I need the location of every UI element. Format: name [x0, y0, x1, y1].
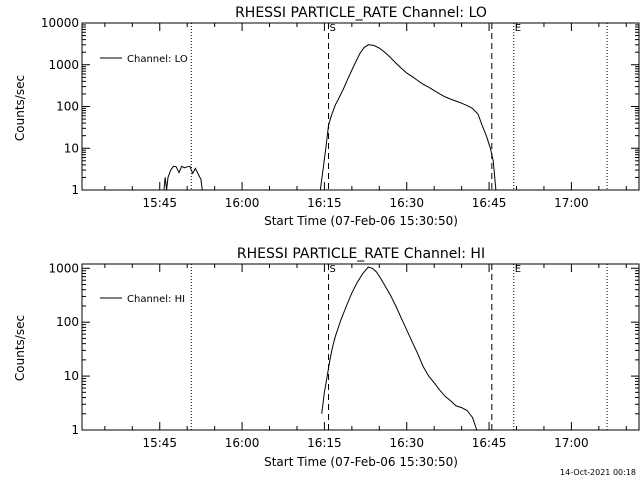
chart-title-lo: RHESSI PARTICLE_RATE Channel: LO — [235, 5, 487, 21]
chart-panel-hi: RHESSI PARTICLE_RATE Channel: HI Start T… — [13, 246, 640, 469]
chart-title-hi: RHESSI PARTICLE_RATE Channel: HI — [237, 246, 485, 262]
y-tick-label: 1000 — [48, 58, 79, 72]
x-tick-label: 16:45 — [472, 436, 507, 450]
x-tick-label: 16:15 — [307, 436, 342, 450]
series-line — [319, 44, 497, 191]
generated-timestamp: 14-Oct-2021 00:18 — [560, 468, 636, 477]
time-marker-label: E — [515, 264, 521, 275]
legend-label-lo: Channel: LO — [127, 54, 188, 65]
x-axis-label-lo: Start Time (07-Feb-06 15:30:50) — [264, 214, 458, 228]
x-tick-label: 16:30 — [389, 436, 424, 450]
chart-panel-lo: RHESSI PARTICLE_RATE Channel: LO Start T… — [13, 5, 640, 228]
y-tick-label: 1 — [71, 183, 79, 197]
time-marker-label: E — [515, 23, 521, 34]
y-tick-label: 10 — [64, 369, 79, 383]
y-axis-label-hi: Counts/sec — [13, 315, 27, 381]
legend-label-hi: Channel: HI — [127, 294, 185, 305]
x-tick-label: 16:00 — [225, 196, 260, 210]
y-tick-label: 10 — [64, 141, 79, 155]
plot-frame — [81, 263, 640, 431]
x-tick-label: 17:00 — [554, 436, 589, 450]
x-tick-label: 16:00 — [225, 436, 260, 450]
x-axis-label-hi: Start Time (07-Feb-06 15:30:50) — [264, 455, 458, 469]
y-tick-label: 100 — [56, 315, 79, 329]
time-marker-label: S — [330, 264, 336, 275]
x-tick-label: 15:45 — [142, 436, 177, 450]
time-marker-label: S — [330, 23, 336, 34]
y-axis-label-lo: Counts/sec — [13, 75, 27, 141]
y-tick-label: 100 — [56, 100, 79, 114]
series-line — [321, 266, 478, 431]
x-tick-label: 16:45 — [472, 196, 507, 210]
series-line — [163, 165, 203, 191]
y-tick-label: 10000 — [41, 16, 79, 30]
x-tick-label: 17:00 — [554, 196, 589, 210]
x-tick-label: 16:15 — [307, 196, 342, 210]
y-tick-label: 1 — [71, 423, 79, 437]
x-tick-label: 15:45 — [142, 196, 177, 210]
y-tick-label: 1000 — [48, 261, 79, 275]
x-tick-label: 16:30 — [389, 196, 424, 210]
